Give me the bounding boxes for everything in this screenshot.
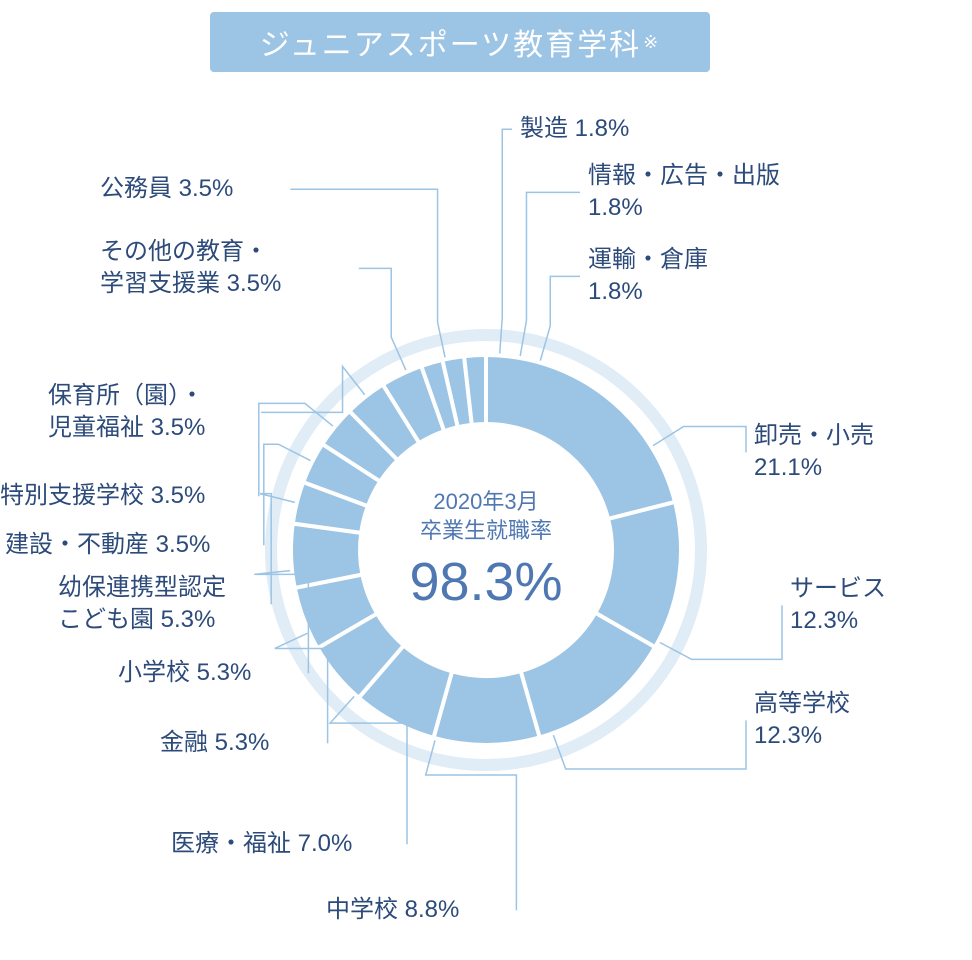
slice-label-line: 小学校 5.3% — [118, 657, 251, 689]
slice-label-line: 公務員 3.5% — [100, 173, 233, 205]
slice-label: 建設・不動産 3.5% — [5, 529, 210, 561]
slice-label: 保育所（園）・児童福祉 3.5% — [48, 380, 205, 445]
slice-label-line: 1.8% — [588, 192, 780, 224]
slice-label-line: サービス — [790, 573, 886, 605]
slice-label-line: 中学校 8.8% — [326, 894, 459, 926]
slice-label-line: 幼保連携型認定 — [58, 572, 226, 604]
slice-label-line: 建設・不動産 3.5% — [5, 529, 210, 561]
slice-label-line: 1.8% — [588, 276, 708, 308]
slice-label-line: 卸売・小売 — [754, 420, 874, 452]
slice-label-line: 児童福祉 3.5% — [48, 412, 205, 444]
slice-label-line: 12.3% — [790, 605, 886, 637]
slice-label: 製造 1.8% — [520, 113, 629, 145]
slice-label-line: 12.3% — [754, 720, 850, 752]
center-line2: 卒業生就職率 — [360, 517, 612, 546]
slice-label: 卸売・小売21.1% — [754, 420, 874, 485]
slice-label: 小学校 5.3% — [118, 657, 251, 689]
slice-label: その他の教育・学習支援業 3.5% — [100, 236, 281, 301]
slice-label-line: 情報・広告・出版 — [588, 160, 780, 192]
slice-label: 公務員 3.5% — [100, 173, 233, 205]
slice-label-line: 金融 5.3% — [160, 727, 269, 759]
slice-label: 高等学校12.3% — [754, 688, 850, 753]
slice-label: 金融 5.3% — [160, 727, 269, 759]
center-big-value: 98.3% — [360, 547, 612, 617]
slice-label-line: こども園 5.3% — [58, 604, 226, 636]
slice-label-line: 運輸・倉庫 — [588, 244, 708, 276]
slice-label-line: 医療・福祉 7.0% — [171, 828, 352, 860]
slice-label: 中学校 8.8% — [326, 894, 459, 926]
slice-label-line: 21.1% — [754, 452, 874, 484]
slice-label: 情報・広告・出版1.8% — [588, 160, 780, 225]
slice-label-line: 高等学校 — [754, 688, 850, 720]
slice-label-line: 製造 1.8% — [520, 113, 629, 145]
slice-label-line: 特別支援学校 3.5% — [0, 480, 205, 512]
center-caption: 2020年3月 卒業生就職率 98.3% — [360, 488, 612, 617]
slice-label-line: 保育所（園）・ — [48, 380, 205, 412]
center-line1: 2020年3月 — [360, 488, 612, 517]
slice-label: サービス12.3% — [790, 573, 886, 638]
slice-label: 幼保連携型認定こども園 5.3% — [58, 572, 226, 637]
slice-label: 特別支援学校 3.5% — [0, 480, 205, 512]
slice-label: 医療・福祉 7.0% — [171, 828, 352, 860]
slice-label: 運輸・倉庫1.8% — [588, 244, 708, 309]
slice-label-line: 学習支援業 3.5% — [100, 268, 281, 300]
slice-label-line: その他の教育・ — [100, 236, 281, 268]
